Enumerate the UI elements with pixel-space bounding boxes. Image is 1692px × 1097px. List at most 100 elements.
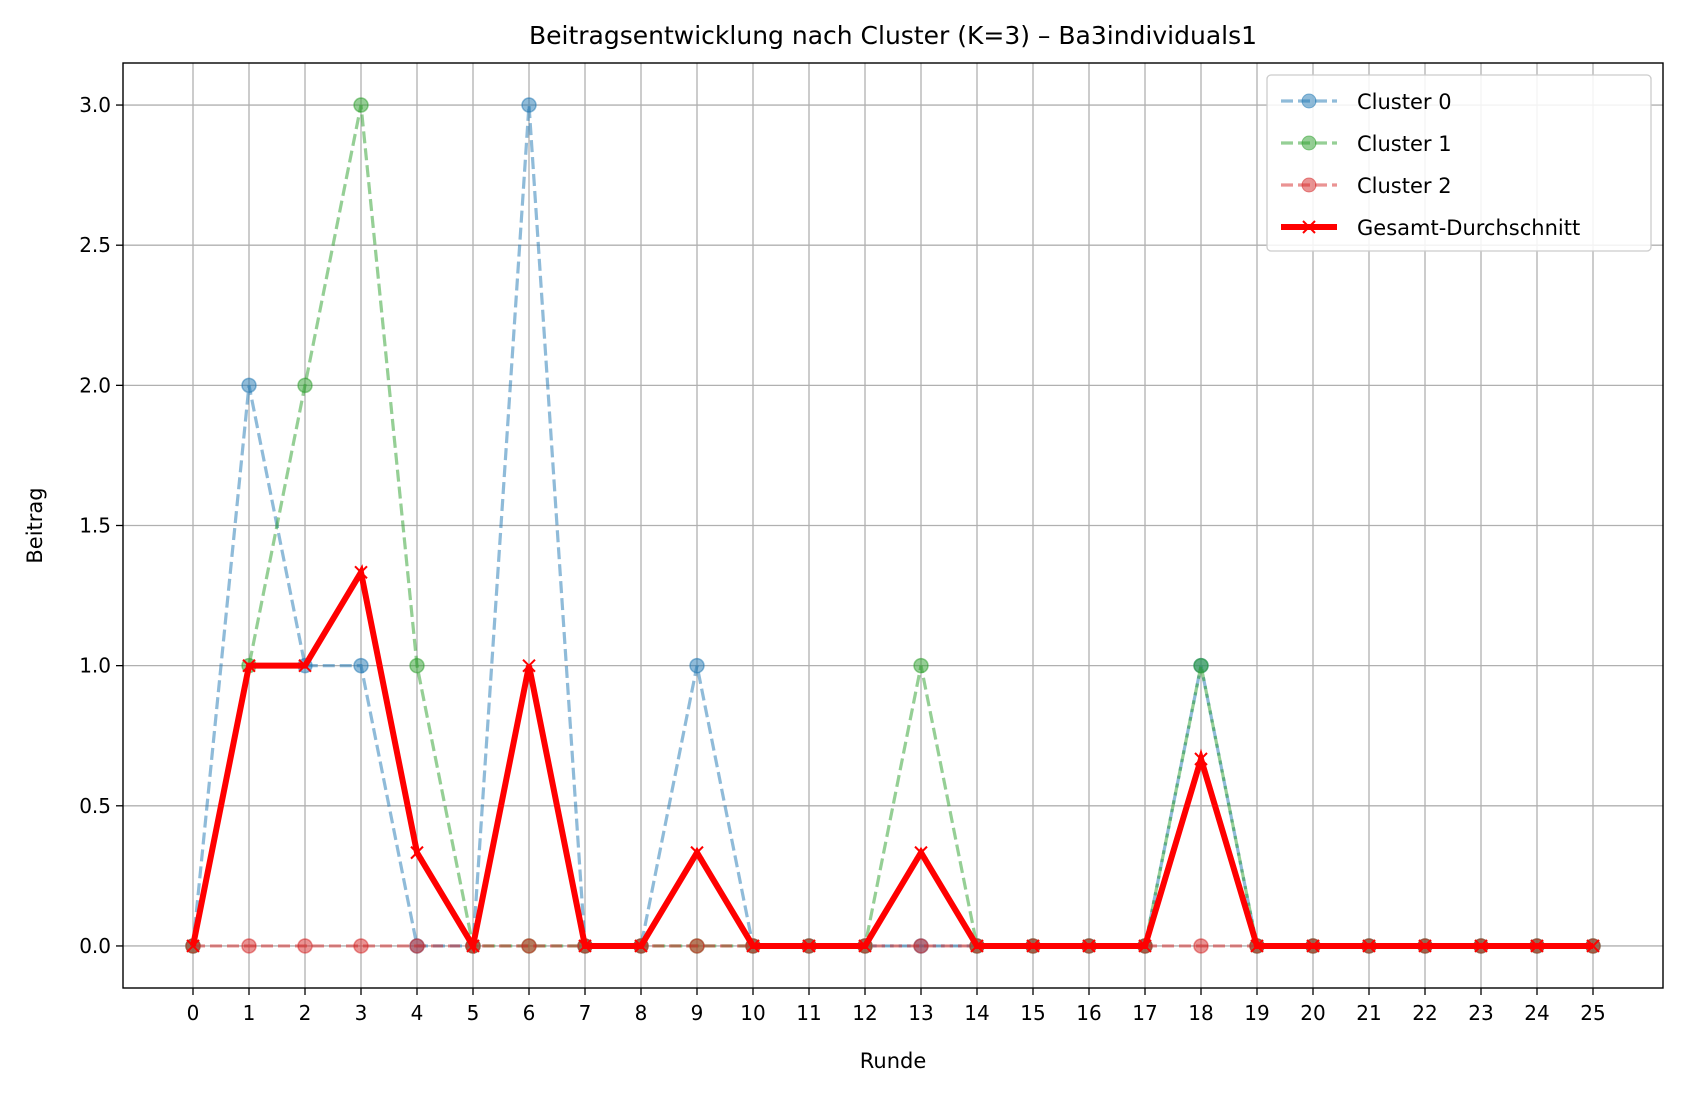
x-tick-label: 17 (1132, 1001, 1157, 1025)
data-point-gesamt-durchschnitt (186, 939, 200, 953)
x-tick-label: 21 (1356, 1001, 1381, 1025)
legend-box (1266, 74, 1652, 252)
legend-label: Cluster 1 (1357, 132, 1452, 156)
data-point-gesamt-durchschnitt (634, 939, 648, 953)
data-point-cluster-1 (1193, 657, 1209, 674)
x-tick-label: 22 (1412, 1001, 1437, 1025)
x-tick-label: 3 (355, 1001, 368, 1025)
x-tick-label: 2 (299, 1001, 312, 1025)
legend-item-cluster-2: Cluster 2 (1281, 174, 1452, 198)
data-point-gesamt-durchschnitt (1250, 939, 1264, 953)
data-point-gesamt-durchschnitt (1530, 939, 1544, 953)
data-point-cluster-2 (241, 938, 257, 954)
axis-ticks: 0 1 2 3 4 5 6 7 8 9 10 11 12 13 14 15 16 17 18 19 20 21 22 23 24… (79, 93, 1606, 1025)
legend-marker (1302, 220, 1316, 234)
y-tick-label: 3.0 (79, 93, 111, 117)
legend-item-gesamt-durchschnitt: Gesamt-Durchschnitt (1281, 216, 1580, 240)
y-tick-label: 0.5 (79, 794, 111, 818)
x-tick-label: 15 (1020, 1001, 1045, 1025)
y-tick-label: 1.5 (79, 514, 111, 538)
data-point-cluster-2 (1193, 938, 1209, 954)
data-point-cluster-2 (521, 938, 537, 954)
data-point-gesamt-durchschnitt (1586, 939, 1600, 953)
grid-lines (123, 63, 1663, 988)
data-point-cluster-1 (913, 657, 929, 674)
legend-item-cluster-0: Cluster 0 (1281, 90, 1452, 114)
x-axis-label: Runde (860, 1049, 927, 1073)
series-gesamt-durchschnitt (186, 564, 1600, 955)
data-point-gesamt-durchschnitt (1026, 939, 1040, 953)
y-tick-label: 2.0 (79, 373, 111, 397)
x-tick-label: 11 (796, 1001, 821, 1025)
x-tick-label: 7 (579, 1001, 592, 1025)
y-tick-label: 1.0 (79, 654, 111, 678)
x-tick-label: 6 (523, 1001, 536, 1025)
legend-label: Cluster 0 (1357, 90, 1452, 114)
data-point-cluster-1 (297, 377, 313, 394)
data-point-gesamt-durchschnitt (242, 658, 256, 673)
x-tick-label: 23 (1468, 1001, 1493, 1025)
data-point-gesamt-durchschnitt (578, 939, 592, 953)
data-point-gesamt-durchschnitt (1474, 939, 1488, 953)
legend-label: Gesamt-Durchschnitt (1357, 216, 1580, 240)
x-tick-label: 10 (740, 1001, 765, 1025)
x-tick-label: 24 (1524, 1001, 1549, 1025)
data-point-cluster-2 (689, 938, 705, 954)
data-point-cluster-1 (409, 657, 425, 674)
legend-marker (1301, 93, 1317, 109)
data-point-gesamt-durchschnitt (690, 845, 704, 860)
x-tick-label: 0 (187, 1001, 200, 1025)
data-point-gesamt-durchschnitt (858, 939, 872, 953)
x-tick-label: 16 (1076, 1001, 1101, 1025)
data-point-gesamt-durchschnitt (1306, 939, 1320, 953)
legend: Cluster 0 Cluster 1 Cluster 2 Gesamt-Durchs… (1266, 74, 1652, 252)
data-point-gesamt-durchschnitt (1362, 939, 1376, 953)
legend-item-cluster-1: Cluster 1 (1281, 132, 1452, 156)
y-tick-label: 2.5 (79, 233, 111, 257)
data-point-cluster-1 (353, 97, 369, 113)
series-layer (185, 97, 1601, 955)
x-tick-label: 9 (691, 1001, 704, 1025)
x-tick-label: 25 (1580, 1001, 1605, 1025)
x-tick-label: 12 (852, 1001, 877, 1025)
x-tick-label: 13 (908, 1001, 933, 1025)
y-tick-label: 0.0 (79, 934, 111, 958)
data-point-cluster-0 (353, 657, 369, 674)
data-point-gesamt-durchschnitt (298, 658, 312, 673)
data-point-cluster-2 (297, 938, 313, 954)
data-point-cluster-2 (409, 938, 425, 954)
data-point-gesamt-durchschnitt (914, 845, 928, 860)
data-point-cluster-0 (689, 657, 705, 674)
x-tick-label: 20 (1300, 1001, 1325, 1025)
legend-marker (1301, 177, 1317, 193)
legend-marker (1301, 135, 1317, 151)
data-point-cluster-2 (353, 938, 369, 954)
y-axis-label: Beitrag (23, 487, 47, 563)
data-point-gesamt-durchschnitt (354, 565, 368, 580)
x-tick-label: 4 (411, 1001, 424, 1025)
x-tick-label: 18 (1188, 1001, 1213, 1025)
data-point-cluster-0 (241, 377, 257, 394)
x-tick-label: 19 (1244, 1001, 1269, 1025)
data-point-gesamt-durchschnitt (522, 658, 536, 673)
data-point-gesamt-durchschnitt (746, 939, 760, 953)
data-point-gesamt-durchschnitt (1138, 939, 1152, 953)
data-point-gesamt-durchschnitt (1082, 939, 1096, 953)
data-point-gesamt-durchschnitt (802, 939, 816, 953)
data-point-cluster-2 (913, 938, 929, 954)
data-point-gesamt-durchschnitt (1418, 939, 1432, 953)
legend-label: Cluster 2 (1357, 174, 1452, 198)
data-point-gesamt-durchschnitt (1194, 752, 1208, 766)
data-point-gesamt-durchschnitt (410, 845, 424, 860)
x-tick-label: 14 (964, 1001, 989, 1025)
chart-title: Beitragsentwicklung nach Cluster (K=3) –… (529, 21, 1257, 50)
data-point-gesamt-durchschnitt (466, 939, 480, 953)
x-tick-label: 8 (635, 1001, 648, 1025)
series-line-gesamt-durchschnitt (190, 564, 1593, 955)
x-tick-label: 5 (467, 1001, 480, 1025)
data-point-gesamt-durchschnitt (970, 939, 984, 953)
data-point-cluster-0 (521, 97, 537, 113)
x-tick-label: 1 (243, 1001, 256, 1025)
